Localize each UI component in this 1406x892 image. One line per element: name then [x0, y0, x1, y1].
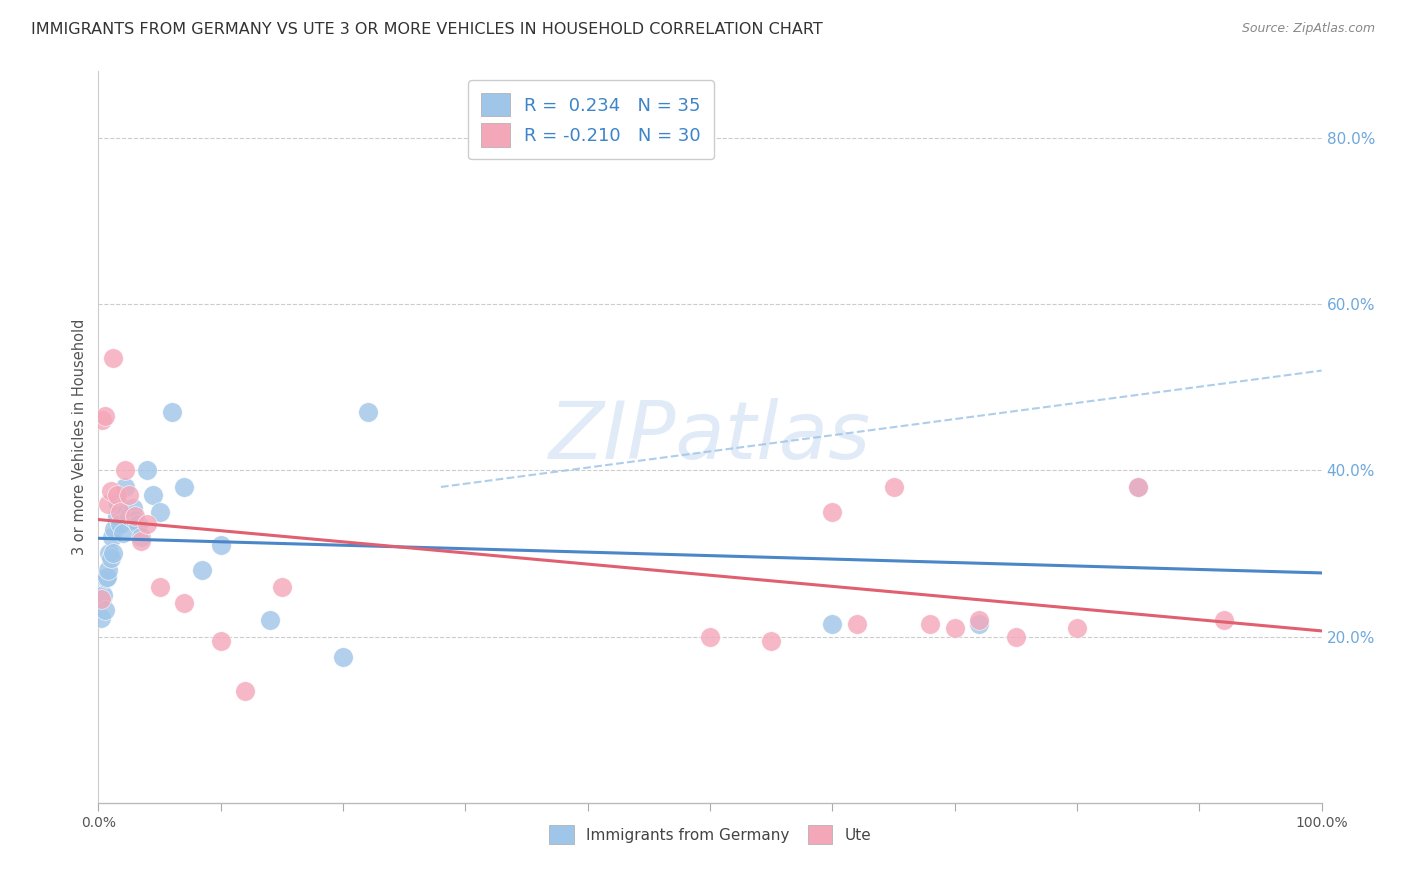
Point: [920, 617, 942, 632]
Point: [699, 630, 721, 644]
Point: [98, 546, 121, 560]
Point: [149, 580, 172, 594]
Point: [124, 513, 146, 527]
Point: [356, 405, 378, 419]
Point: [107, 497, 129, 511]
Point: [114, 463, 136, 477]
Point: [821, 505, 844, 519]
Point: [118, 488, 141, 502]
Point: [209, 633, 232, 648]
Point: [111, 525, 134, 540]
Text: ZIPatlas: ZIPatlas: [548, 398, 872, 476]
Point: [91, 413, 114, 427]
Point: [270, 580, 294, 594]
Point: [105, 488, 128, 502]
Point: [101, 530, 124, 544]
Point: [100, 484, 122, 499]
Point: [209, 538, 232, 552]
Point: [136, 463, 159, 477]
Point: [129, 533, 152, 548]
Point: [845, 617, 868, 632]
Legend: Immigrants from Germany, Ute: Immigrants from Germany, Ute: [543, 819, 877, 850]
Point: [233, 683, 256, 698]
Point: [93, 409, 115, 424]
Point: [110, 505, 132, 519]
Text: Source: ZipAtlas.com: Source: ZipAtlas.com: [1241, 22, 1375, 36]
Point: [101, 546, 124, 560]
Point: [90, 592, 112, 607]
Point: [191, 563, 214, 577]
Point: [332, 650, 354, 665]
Point: [173, 480, 195, 494]
Point: [160, 405, 183, 419]
Point: [173, 596, 195, 610]
Point: [136, 517, 159, 532]
Point: [1128, 480, 1150, 494]
Point: [761, 633, 783, 648]
Point: [91, 588, 114, 602]
Point: [967, 613, 990, 627]
Point: [1128, 480, 1150, 494]
Point: [105, 509, 128, 524]
Y-axis label: 3 or more Vehicles in Household: 3 or more Vehicles in Household: [72, 319, 87, 555]
Point: [1004, 630, 1026, 644]
Point: [1066, 621, 1088, 635]
Point: [97, 497, 120, 511]
Point: [103, 521, 125, 535]
Point: [96, 570, 118, 584]
Point: [94, 571, 117, 585]
Point: [967, 617, 990, 632]
Point: [142, 488, 165, 502]
Point: [101, 351, 124, 365]
Point: [114, 480, 136, 494]
Point: [883, 480, 905, 494]
Point: [1212, 613, 1234, 627]
Point: [90, 611, 112, 625]
Point: [91, 592, 114, 607]
Point: [129, 530, 152, 544]
Text: IMMIGRANTS FROM GERMANY VS UTE 3 OR MORE VEHICLES IN HOUSEHOLD CORRELATION CHART: IMMIGRANTS FROM GERMANY VS UTE 3 OR MORE…: [31, 22, 823, 37]
Point: [149, 505, 172, 519]
Point: [121, 500, 143, 515]
Point: [943, 621, 966, 635]
Point: [259, 613, 281, 627]
Point: [93, 603, 115, 617]
Point: [118, 509, 141, 524]
Point: [110, 517, 132, 532]
Point: [100, 550, 122, 565]
Point: [821, 617, 844, 632]
Point: [97, 563, 120, 577]
Point: [124, 509, 146, 524]
Point: [127, 517, 149, 532]
